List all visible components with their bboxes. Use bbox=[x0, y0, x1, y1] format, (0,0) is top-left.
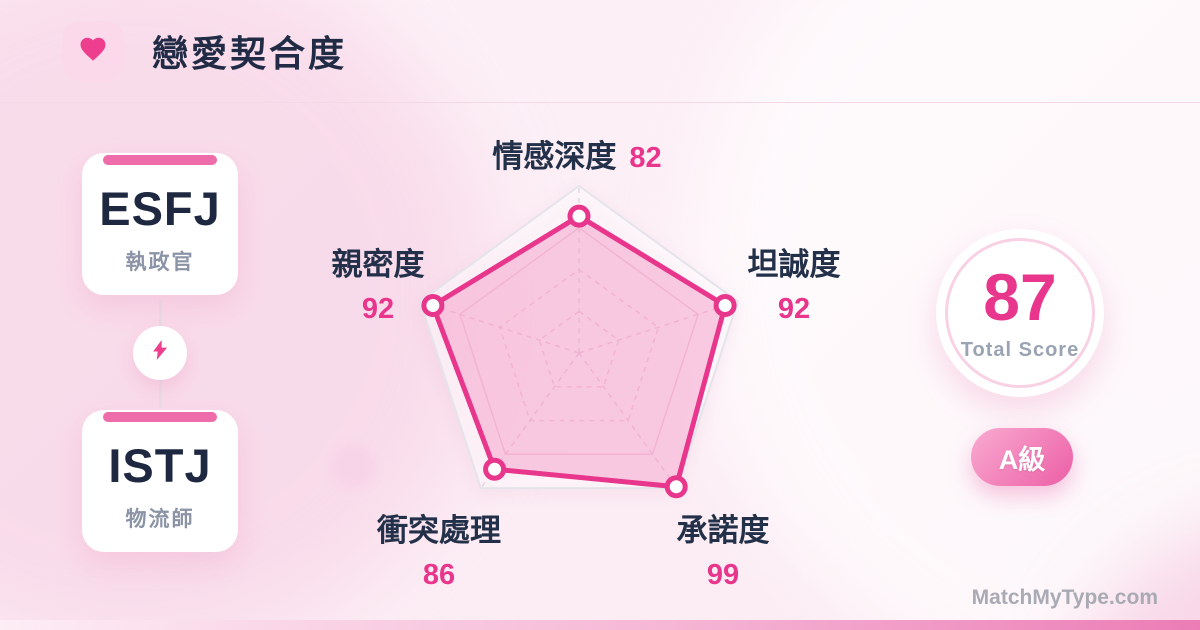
axis-value: 82 bbox=[629, 142, 662, 174]
type-b-name: 物流師 bbox=[125, 508, 195, 531]
radar-chart bbox=[369, 143, 789, 563]
axis-label-honesty: 坦誠度 92 bbox=[732, 246, 856, 327]
axis-label-emotional-depth: 情感深度 82 bbox=[447, 138, 707, 177]
axis-label-text: 承諾度 bbox=[676, 513, 770, 548]
bolt-icon bbox=[152, 340, 169, 366]
axis-label-conflict-handling: 衝突處理 86 bbox=[375, 512, 503, 593]
grade-badge: A級 bbox=[971, 428, 1073, 486]
axis-label-text: 親密度 bbox=[331, 247, 425, 282]
type-a-code: ESFJ bbox=[99, 182, 221, 235]
axis-label-commitment: 承諾度 99 bbox=[659, 512, 787, 593]
versus-circle bbox=[133, 326, 187, 380]
total-score-value: 87 bbox=[983, 260, 1057, 334]
heart-icon-badge bbox=[62, 21, 124, 81]
heart-icon bbox=[77, 34, 109, 69]
axis-label-text: 情感深度 bbox=[492, 139, 617, 174]
type-card-a: ESFJ 執政官 bbox=[82, 153, 238, 295]
header: 戀愛契合度 bbox=[0, 0, 1200, 103]
total-score-circle: 87 Total Score bbox=[936, 229, 1104, 397]
axis-label-text: 衝突處理 bbox=[377, 513, 501, 548]
page-title: 戀愛契合度 bbox=[152, 33, 348, 74]
type-b-code: ISTJ bbox=[108, 439, 212, 492]
type-a-name: 執政官 bbox=[125, 251, 195, 274]
axis-value: 99 bbox=[706, 558, 740, 591]
axis-value: 92 bbox=[361, 292, 395, 325]
background-blob-corner bbox=[1060, 520, 1200, 630]
radar-chart-svg bbox=[419, 184, 739, 499]
axis-label-text: 坦誠度 bbox=[747, 247, 841, 282]
axis-value: 86 bbox=[422, 558, 456, 591]
axis-label-intimacy: 親密度 92 bbox=[316, 246, 440, 327]
watermark: MatchMyType.com bbox=[971, 586, 1158, 609]
total-score-label: Total Score bbox=[960, 339, 1080, 361]
card-accent-bar bbox=[103, 155, 217, 165]
bottom-accent-bar bbox=[0, 620, 1200, 630]
axis-value: 92 bbox=[777, 292, 811, 325]
card-accent-bar bbox=[103, 412, 217, 422]
type-card-b: ISTJ 物流師 bbox=[82, 410, 238, 552]
